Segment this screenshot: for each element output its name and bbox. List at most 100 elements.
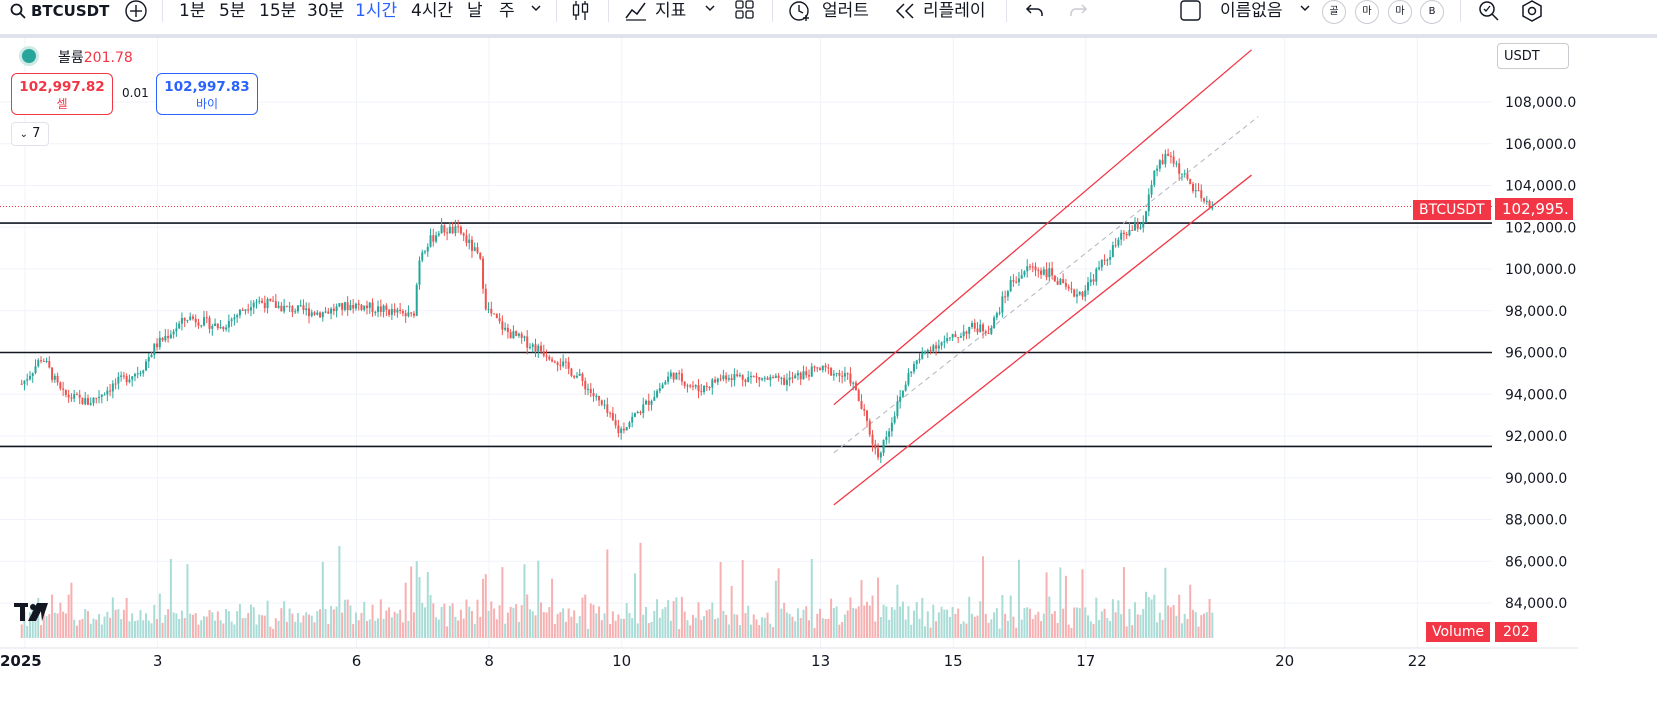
horizontal-levels[interactable] [0, 222, 1492, 448]
candle-body [410, 312, 413, 314]
candle-body [1100, 260, 1103, 268]
chevron-down-icon [530, 2, 542, 14]
volume-bar [191, 614, 194, 638]
volume-legend-value: 201.78 [83, 50, 133, 66]
volume-bar [490, 601, 493, 638]
candle-body [194, 318, 197, 323]
volume-bar [352, 624, 355, 638]
volume-visibility-dot[interactable] [22, 49, 36, 63]
quick-button-4[interactable]: B [1420, 0, 1444, 24]
candle-body [62, 388, 65, 390]
price-chart[interactable]: 2025 3 6 8 10 13 15 17 20 22 108,000.0106,000.010… [0, 38, 1578, 709]
legend-collapse-button[interactable]: ⌄ 7 [11, 122, 49, 146]
add-symbol-button[interactable] [124, 0, 148, 26]
candle-body [926, 349, 929, 352]
undo-icon [1025, 2, 1045, 18]
volume-bar [1122, 567, 1125, 638]
volume-bar [103, 616, 106, 638]
volume-bar [993, 612, 996, 638]
volume-bar [426, 571, 429, 638]
candle-body [385, 305, 388, 310]
replay-label: 리플레이 [923, 1, 986, 21]
volume-bar [385, 610, 388, 638]
candle-body [225, 327, 228, 330]
volume-bar [896, 584, 899, 638]
volume-bar [957, 608, 960, 638]
candle-body [1053, 275, 1056, 282]
zoom-button[interactable] [1478, 0, 1500, 26]
volume-bar [432, 603, 435, 638]
alert-button[interactable]: 얼러트 [788, 0, 869, 26]
symbol-search[interactable]: BTCUSDT [10, 0, 109, 26]
interval-30m[interactable]: 30분 [307, 1, 345, 21]
tradingview-logo[interactable] [14, 603, 48, 621]
buy-label: 바이 [195, 97, 219, 111]
candle-body [142, 370, 145, 374]
candle-body [51, 367, 54, 380]
volume-bar [1120, 614, 1123, 638]
candle-body [374, 312, 377, 314]
candle-body [139, 373, 142, 375]
volume-bar [1158, 612, 1161, 638]
interval-week[interactable]: 주 [499, 1, 515, 21]
candle-body [564, 361, 567, 363]
sell-button[interactable]: 102,997.82 셀 [11, 73, 113, 115]
volume-bar [841, 622, 844, 638]
currency-selector[interactable]: USDT [1497, 43, 1569, 69]
candle-body [404, 313, 407, 317]
interval-day[interactable]: 날 [467, 1, 483, 21]
candle-body [161, 337, 164, 341]
price-axis-tick: 96,000.0 [1505, 346, 1567, 362]
volume-bar [335, 606, 338, 638]
replay-button[interactable]: 리플레이 [895, 0, 986, 26]
candle-body [180, 317, 183, 324]
volume-bar [194, 613, 197, 638]
price-axis[interactable]: 108,000.0 106,000.0 104,000.0 102,000.0 100,… [1505, 95, 1576, 612]
candle-body [73, 394, 76, 399]
volume-bar [1056, 623, 1059, 638]
quick-button-3[interactable]: 마 [1388, 0, 1412, 24]
interval-15m[interactable]: 15분 [259, 1, 297, 21]
volume-bar [1009, 595, 1012, 638]
quick-button-2[interactable]: 마 [1355, 0, 1379, 24]
time-axis-label: 6 [352, 652, 362, 670]
volume-bar [343, 599, 346, 638]
interval-5m[interactable]: 5분 [219, 1, 246, 21]
candle-body [921, 352, 924, 359]
volume-bar [147, 620, 150, 638]
volume-bar [758, 625, 761, 638]
candle-body [595, 395, 598, 397]
chart-type-button[interactable] [571, 0, 591, 26]
candle-body [368, 302, 371, 308]
save-layout-button[interactable]: 이름없음 [1180, 0, 1283, 26]
volume-bar [584, 594, 587, 638]
buy-button[interactable]: 102,997.83 바이 [156, 73, 258, 115]
candle-body [23, 380, 26, 384]
indicators-dropdown[interactable] [704, 2, 716, 28]
last-price-tag: 102,995. [1495, 198, 1573, 220]
candle-body [849, 373, 852, 384]
candle-body [517, 333, 520, 336]
price-axis-tick: 84,000.0 [1505, 596, 1567, 612]
interval-4h[interactable]: 4시간 [411, 1, 454, 21]
layout-dropdown[interactable] [1299, 2, 1311, 28]
candle-body [241, 309, 244, 311]
volume-bar [879, 617, 882, 638]
interval-1m[interactable]: 1분 [179, 1, 206, 21]
alert-clock-icon [788, 0, 812, 22]
parallel-channel[interactable] [833, 49, 1259, 506]
interval-dropdown[interactable] [530, 2, 542, 28]
candle-body [310, 312, 313, 317]
redo-button[interactable] [1068, 2, 1088, 28]
interval-1h[interactable]: 1시간 [355, 1, 398, 21]
candle-body [951, 334, 954, 338]
candle-body [1092, 279, 1095, 282]
time-axis[interactable]: 2025 3 6 8 10 13 15 17 20 22 [0, 647, 1578, 670]
volume-bar [1131, 625, 1134, 638]
quick-button-1[interactable]: 골 [1322, 0, 1346, 24]
settings-button[interactable] [1520, 0, 1544, 26]
indicators-button[interactable]: 지표 [624, 0, 686, 26]
candle-body [197, 322, 200, 326]
undo-button[interactable] [1025, 2, 1045, 28]
layout-button[interactable] [735, 0, 755, 26]
